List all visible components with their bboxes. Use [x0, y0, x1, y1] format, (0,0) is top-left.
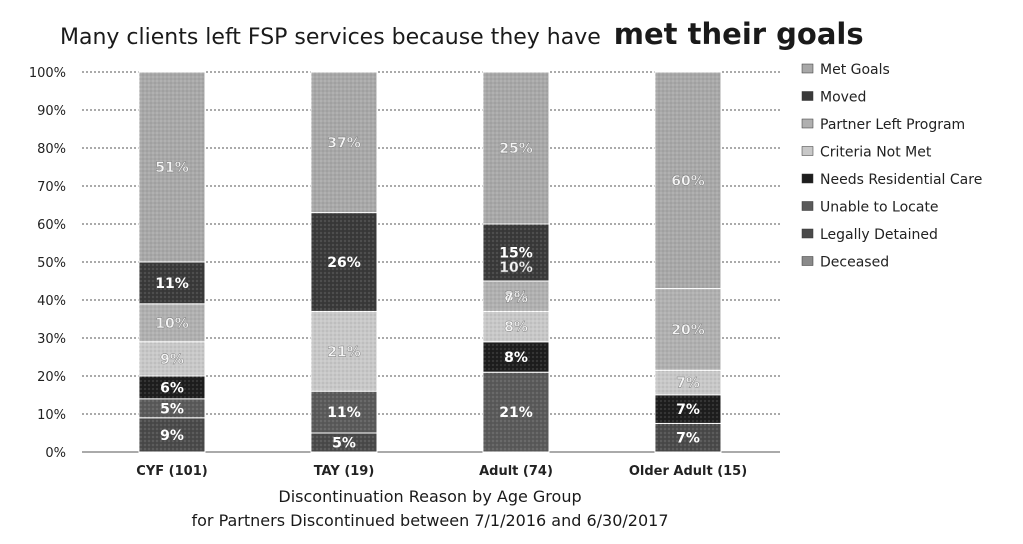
bar-segment-texture	[311, 433, 377, 452]
y-tick-label: 0%	[45, 446, 66, 461]
data-label: 10%	[499, 260, 533, 276]
x-tick-label: CYF (101)	[136, 464, 207, 479]
bar-segment-texture	[139, 341, 205, 376]
data-label: 7%	[504, 290, 528, 306]
y-tick-label: 70%	[37, 180, 66, 195]
y-tick-label: 50%	[37, 256, 66, 271]
legend-entry: Deceased	[820, 255, 889, 271]
data-label: 15%	[499, 246, 533, 262]
bar-segment-texture	[311, 391, 377, 433]
bar-segment-texture	[311, 72, 377, 213]
legend-entry: Needs Residential Care	[820, 172, 982, 188]
legend-swatch	[801, 201, 814, 211]
data-label: 60%	[671, 173, 705, 189]
x-axis: CYF (101) TAY (19) Adult (74) Older Adult (…	[136, 464, 747, 479]
bar-segment-texture	[655, 288, 721, 371]
legend-swatch	[801, 91, 814, 101]
y-tick-label: 80%	[37, 142, 66, 157]
data-label: 9%	[160, 352, 184, 368]
legend-swatch	[801, 118, 814, 129]
bar-segment-texture	[655, 394, 721, 424]
bar-segment-texture	[483, 72, 549, 224]
data-label: 6%	[160, 380, 184, 396]
legend-swatch	[801, 63, 814, 74]
legend-entry: Legally Detained	[820, 227, 938, 243]
data-label: 9%	[160, 428, 184, 444]
legend: Met Goals Moved Partner Left Program Criter…	[801, 62, 982, 271]
data-label: 25%	[499, 141, 533, 157]
bar-segment-texture	[311, 212, 377, 312]
x-axis-title-line1: Discontinuation Reason by Age Group	[278, 487, 581, 506]
bar-segment-texture	[139, 376, 205, 399]
data-label: 20%	[671, 322, 705, 338]
y-tick-label: 10%	[37, 408, 66, 423]
data-label: 7%	[676, 376, 700, 392]
legend-entry: Moved	[820, 90, 866, 106]
x-tick-label: TAY (19)	[314, 464, 375, 479]
x-tick-label: Adult (74)	[479, 464, 553, 479]
bar-segment-texture	[139, 72, 205, 262]
data-label: 8%	[504, 320, 528, 336]
y-tick-label: 100%	[29, 66, 66, 81]
bar-segment-texture	[311, 311, 377, 392]
bar-segment-texture	[655, 72, 721, 289]
data-label: 21%	[499, 405, 533, 421]
legend-swatch	[801, 173, 814, 184]
x-tick-label: Older Adult (15)	[629, 464, 747, 479]
y-tick-label: 20%	[37, 370, 66, 385]
x-axis-title-line2: for Partners Discontinued between 7/1/20…	[191, 511, 668, 530]
bar-segment-texture	[139, 262, 205, 304]
data-label: 7%	[676, 402, 700, 418]
bar-segment-texture	[655, 423, 721, 452]
bar-segment-texture	[139, 398, 205, 418]
data-label: 26%	[327, 255, 361, 271]
legend-entry: Partner Left Program	[820, 117, 965, 133]
y-tick-label: 60%	[37, 218, 66, 233]
data-label: 11%	[155, 276, 189, 292]
bar-segment-texture	[483, 372, 549, 452]
y-tick-label: 40%	[37, 294, 66, 309]
title-part2: met their goals	[614, 17, 864, 51]
data-label: 7%	[676, 431, 700, 447]
data-label: 5%	[332, 436, 356, 452]
bar-segment-texture	[483, 311, 549, 342]
bars: 9% 5% 6% 9% 10% 11% 51% 5% 11% 21% 26% 37% 21% 8% 8% 8%…	[138, 71, 722, 453]
data-label: 21%	[327, 344, 361, 360]
bar-segment-texture	[483, 224, 549, 281]
legend-entry: Unable to Locate	[820, 200, 939, 216]
chart-title: Many clients left FSP services because t…	[60, 17, 864, 51]
legend-swatch	[801, 146, 814, 156]
legend-entry: Criteria Not Met	[820, 145, 932, 161]
data-label: 5%	[160, 401, 184, 417]
data-label: 51%	[155, 160, 189, 176]
y-tick-label: 90%	[37, 104, 66, 119]
data-label: 8%	[504, 289, 528, 305]
data-label: 37%	[327, 135, 361, 151]
bar-segment-texture	[483, 341, 549, 373]
legend-swatch	[801, 256, 814, 266]
bar-segment-texture	[139, 417, 205, 452]
bar-segment-texture	[139, 303, 205, 342]
y-tick-label: 30%	[37, 332, 66, 347]
data-label: 11%	[327, 405, 361, 421]
bar-segment-texture	[655, 370, 721, 395]
data-label: 10%	[155, 316, 189, 332]
y-axis: 0% 10% 20% 30% 40% 50% 60% 70% 80% 90% 100%	[29, 66, 66, 461]
data-label: 8%	[504, 350, 528, 366]
title-part1: Many clients left FSP services because t…	[60, 25, 601, 50]
legend-entry: Met Goals	[820, 62, 890, 78]
legend-swatch	[801, 228, 814, 239]
bar-segment-texture	[483, 281, 549, 312]
